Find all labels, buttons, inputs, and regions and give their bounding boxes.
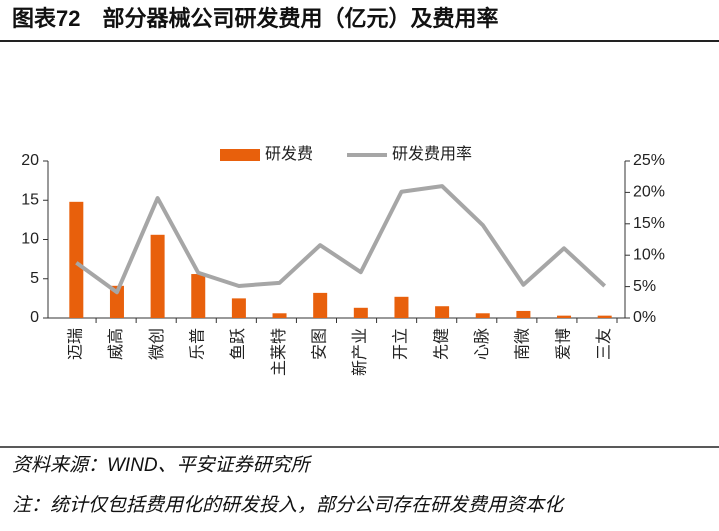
bar <box>353 307 368 318</box>
bar <box>394 296 409 318</box>
bar <box>109 285 124 318</box>
y2-tick-label: 0% <box>633 309 656 326</box>
y2-tick-label: 10% <box>633 246 665 263</box>
bar <box>191 274 206 318</box>
x-tick-label: 三友 <box>595 328 613 360</box>
bar <box>557 315 572 318</box>
x-tick-label: 爱博 <box>554 328 572 360</box>
legend-swatch <box>220 149 260 161</box>
x-tick-label: 开立 <box>392 328 410 360</box>
bar <box>231 298 246 318</box>
y-tick-label: 15 <box>21 191 39 208</box>
note: 注：统计仅包括费用化的研发投入，部分公司存在研发费用资本化 <box>12 494 565 516</box>
x-tick-label: 南微 <box>514 328 532 360</box>
legend-label: 研发费 <box>265 145 313 163</box>
bar <box>597 315 612 318</box>
x-tick-label: 鱼跃 <box>229 328 247 360</box>
x-tick-label: 迈瑞 <box>67 328 85 360</box>
y-tick-label: 0 <box>30 309 39 326</box>
x-tick-label: 微创 <box>148 328 166 360</box>
legend-label: 研发费用率 <box>392 145 472 163</box>
bar <box>516 310 531 318</box>
bar <box>435 306 450 318</box>
y2-tick-label: 15% <box>633 215 665 232</box>
source: 资料来源：WIND、平安证券研究所 <box>12 454 313 476</box>
y-tick-label: 10 <box>21 231 39 248</box>
y2-tick-label: 20% <box>633 184 665 201</box>
y2-tick-label: 25% <box>633 152 665 169</box>
x-tick-label: 新产业 <box>351 328 369 376</box>
bar <box>150 234 165 318</box>
x-tick-label: 威高 <box>107 328 125 360</box>
x-tick-label: 主莱特 <box>270 328 288 376</box>
x-tick-label: 乐普 <box>188 328 206 360</box>
bar <box>69 201 84 318</box>
x-tick-label: 安图 <box>310 328 328 360</box>
line <box>75 184 607 295</box>
y-tick-label: 5 <box>30 270 39 287</box>
chart-title: 图表72 部分器械公司研发费用（亿元）及费用率 <box>12 6 498 31</box>
bar <box>313 292 328 318</box>
y2-tick-label: 5% <box>633 278 656 295</box>
x-tick-label: 先健 <box>432 328 450 360</box>
bar <box>475 313 490 318</box>
y-tick-label: 20 <box>21 152 39 169</box>
x-tick-label: 心脉 <box>473 328 491 360</box>
bar <box>272 313 287 318</box>
